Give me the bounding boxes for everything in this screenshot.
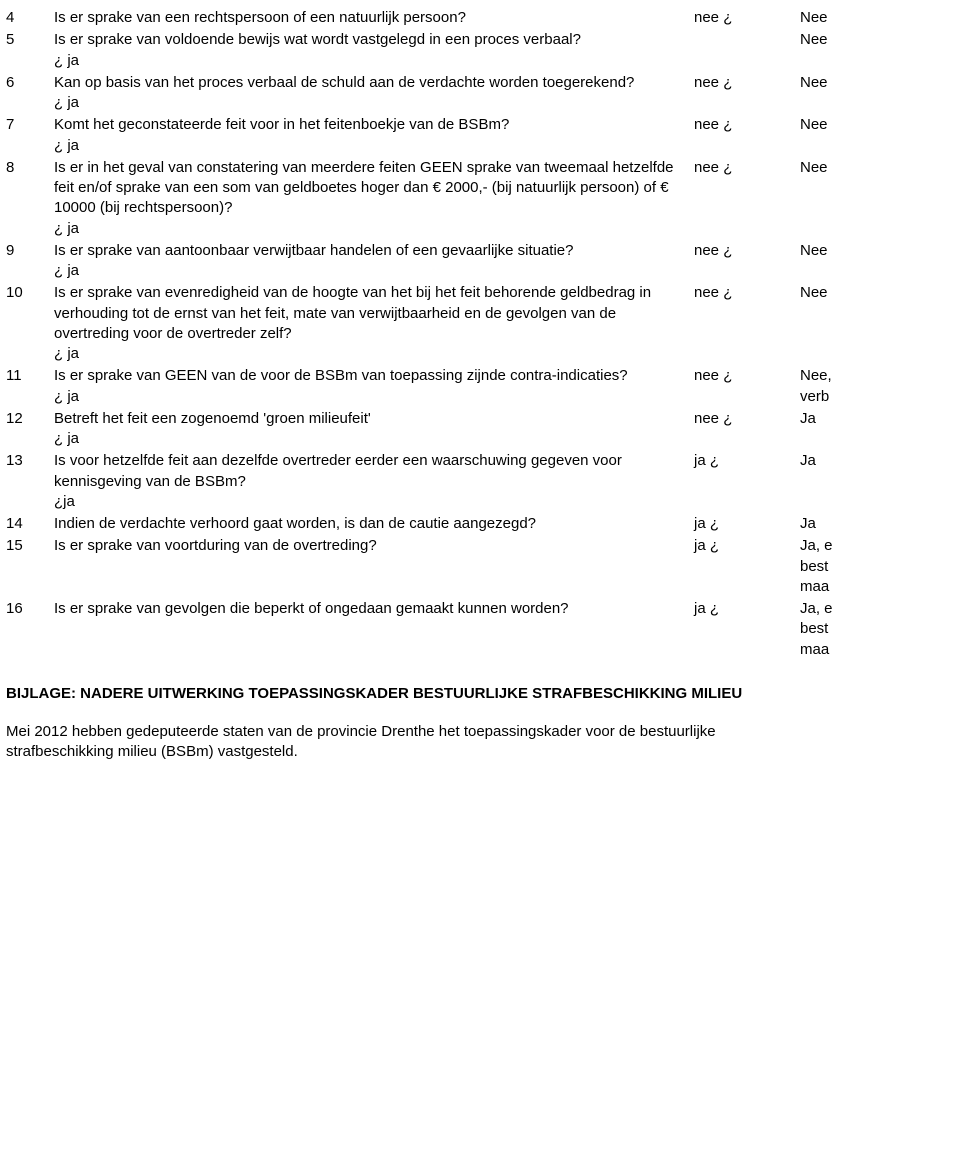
question-row: 16Is er sprake van gevolgen die beperkt …: [0, 599, 960, 660]
question-text-col: Is er sprake van evenredigheid van de ho…: [54, 283, 694, 364]
question-row: 11Is er sprake van GEEN van de voor de B…: [0, 366, 960, 407]
row-number: 5: [0, 30, 54, 50]
question-text: Is er sprake van voortduring van de over…: [54, 536, 684, 556]
question-text: Betreft het feit een zogenoemd 'groen mi…: [54, 409, 684, 429]
row-number: 10: [0, 283, 54, 303]
answer-col-1: ja ¿: [694, 514, 800, 534]
answer-col-2: Nee: [800, 283, 960, 303]
question-row: 13Is voor hetzelfde feit aan dezelfde ov…: [0, 451, 960, 512]
answer-col-2: Ja: [800, 514, 960, 534]
answer-col-2: Nee: [800, 241, 960, 261]
question-list: 4Is er sprake van een rechtspersoon of e…: [0, 8, 960, 660]
answer-col-2: Nee: [800, 115, 960, 135]
row-number: 7: [0, 115, 54, 135]
question-text: Is er sprake van evenredigheid van de ho…: [54, 283, 684, 344]
question-text: Is voor hetzelfde feit aan dezelfde over…: [54, 451, 684, 492]
question-text: Indien de verdachte verhoord gaat worden…: [54, 514, 684, 534]
question-text-col: Is er in het geval van constatering van …: [54, 158, 694, 239]
answer-col-2: Ja, ebestmaa: [800, 599, 960, 660]
row-number: 12: [0, 409, 54, 429]
ja-indicator: ¿ ja: [54, 51, 684, 71]
answer-col-1: nee ¿: [694, 115, 800, 135]
row-number: 9: [0, 241, 54, 261]
question-text: Is er sprake van voldoende bewijs wat wo…: [54, 30, 684, 50]
ja-indicator: ¿ ja: [54, 344, 684, 364]
answer-col-1: ja ¿: [694, 451, 800, 471]
question-row: 15Is er sprake van voortduring van de ov…: [0, 536, 960, 597]
answer-col-1: ja ¿: [694, 599, 800, 619]
intro-paragraph: Mei 2012 hebben gedeputeerde staten van …: [0, 722, 820, 763]
question-text: Is er sprake van aantoonbaar verwijtbaar…: [54, 241, 684, 261]
question-text-col: Is voor hetzelfde feit aan dezelfde over…: [54, 451, 694, 512]
question-text-col: Is er sprake van aantoonbaar verwijtbaar…: [54, 241, 694, 282]
answer-col-2: Nee,verb: [800, 366, 960, 407]
question-text-col: Is er sprake van voldoende bewijs wat wo…: [54, 30, 694, 71]
question-text: Kan op basis van het proces verbaal de s…: [54, 73, 684, 93]
answer-col-1: nee ¿: [694, 8, 800, 28]
row-number: 6: [0, 73, 54, 93]
row-number: 16: [0, 599, 54, 619]
question-text: Is er sprake van een rechtspersoon of ee…: [54, 8, 684, 28]
answer-col-1: nee ¿: [694, 73, 800, 93]
answer-col-2: Ja: [800, 409, 960, 429]
row-number: 4: [0, 8, 54, 28]
question-row: 4Is er sprake van een rechtspersoon of e…: [0, 8, 960, 28]
answer-col-1: nee ¿: [694, 409, 800, 429]
question-text-col: Kan op basis van het proces verbaal de s…: [54, 73, 694, 114]
question-text: Komt het geconstateerde feit voor in het…: [54, 115, 684, 135]
row-number: 15: [0, 536, 54, 556]
question-text-col: Komt het geconstateerde feit voor in het…: [54, 115, 694, 156]
question-text: Is er in het geval van constatering van …: [54, 158, 684, 219]
answer-col-1: nee ¿: [694, 158, 800, 178]
question-row: 14Indien de verdachte verhoord gaat word…: [0, 514, 960, 534]
ja-indicator: ¿ ja: [54, 429, 684, 449]
question-row: 5Is er sprake van voldoende bewijs wat w…: [0, 30, 960, 71]
question-text: Is er sprake van gevolgen die beperkt of…: [54, 599, 684, 619]
question-row: 7Komt het geconstateerde feit voor in he…: [0, 115, 960, 156]
ja-indicator: ¿ ja: [54, 387, 684, 407]
question-text-col: Is er sprake van voortduring van de over…: [54, 536, 694, 556]
question-row: 6Kan op basis van het proces verbaal de …: [0, 73, 960, 114]
question-text-col: Betreft het feit een zogenoemd 'groen mi…: [54, 409, 694, 450]
row-number: 13: [0, 451, 54, 471]
answer-col-2: Ja: [800, 451, 960, 471]
question-text-col: Is er sprake van gevolgen die beperkt of…: [54, 599, 694, 619]
question-row: 9Is er sprake van aantoonbaar verwijtbaa…: [0, 241, 960, 282]
question-row: 12Betreft het feit een zogenoemd 'groen …: [0, 409, 960, 450]
answer-col-2: Nee: [800, 8, 960, 28]
question-row: 8Is er in het geval van constatering van…: [0, 158, 960, 239]
answer-col-2: Ja, ebestmaa: [800, 536, 960, 597]
row-number: 14: [0, 514, 54, 534]
ja-indicator: ¿ ja: [54, 93, 684, 113]
answer-col-2: Nee: [800, 30, 960, 50]
answer-col-1: ja ¿: [694, 536, 800, 556]
answer-col-2: Nee: [800, 73, 960, 93]
ja-indicator: ¿ ja: [54, 136, 684, 156]
question-text-col: Indien de verdachte verhoord gaat worden…: [54, 514, 694, 534]
answer-col-1: nee ¿: [694, 241, 800, 261]
question-text: Is er sprake van GEEN van de voor de BSB…: [54, 366, 684, 386]
row-number: 11: [0, 366, 54, 386]
answer-col-2: Nee: [800, 158, 960, 178]
bijlage-heading: BIJLAGE: NADERE UITWERKING TOEPASSINGSKA…: [0, 684, 960, 704]
ja-indicator: ¿ ja: [54, 261, 684, 281]
question-text-col: Is er sprake van een rechtspersoon of ee…: [54, 8, 694, 28]
question-row: 10Is er sprake van evenredigheid van de …: [0, 283, 960, 364]
row-number: 8: [0, 158, 54, 178]
ja-indicator: ¿ja: [54, 492, 684, 512]
answer-col-1: nee ¿: [694, 366, 800, 386]
ja-indicator: ¿ ja: [54, 219, 684, 239]
answer-col-1: nee ¿: [694, 283, 800, 303]
question-text-col: Is er sprake van GEEN van de voor de BSB…: [54, 366, 694, 407]
